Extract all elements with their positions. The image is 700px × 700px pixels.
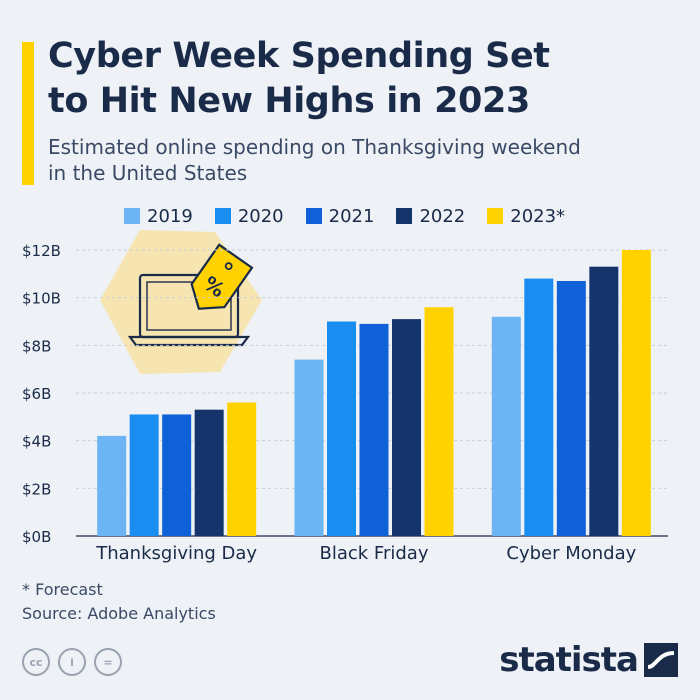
bar-thanksgiving-day-2023 <box>227 402 257 536</box>
x-tick-label: Thanksgiving Day <box>95 543 257 564</box>
legend-item-2021: 2021 <box>305 205 375 227</box>
brand-name: statista <box>499 640 639 680</box>
legend-swatch <box>214 208 231 224</box>
legend-item-2023: 2023* <box>487 206 565 227</box>
bar-cyber-monday-2023 <box>621 250 651 536</box>
chart-subtitle: Estimated online spending on Thanksgivin… <box>48 134 648 186</box>
legend-label: 2020 <box>237 205 284 227</box>
bar-cyber-monday-2021 <box>556 280 586 536</box>
no-derivatives-icon[interactable]: = <box>94 648 122 676</box>
y-tick-label: $2B <box>22 480 51 498</box>
legend-label: 2019 <box>147 205 193 227</box>
legend-label: 2023* <box>510 205 566 227</box>
laptop-tag-illustration: % <box>100 230 262 374</box>
y-tick-label: $4B <box>22 433 51 451</box>
bar-thanksgiving-day-2022 <box>194 409 224 536</box>
license-icons: cc i = <box>22 648 130 676</box>
bar-thanksgiving-day-2020 <box>129 414 159 536</box>
y-tick-label: $10B <box>22 290 61 308</box>
legend-swatch <box>305 208 322 224</box>
legend-label: 2021 <box>328 205 375 227</box>
bar-black-friday-2019 <box>294 359 324 536</box>
x-tick-label: Cyber Monday <box>506 543 636 564</box>
y-tick-label: $6B <box>22 385 51 403</box>
chart-title-line-1: Cyber Week Spending Set <box>48 36 550 76</box>
chart-title-line-2: to Hit New Highs in 2023 <box>48 81 530 121</box>
bar-cyber-monday-2019 <box>491 316 521 536</box>
statista-logo[interactable]: statista <box>499 640 678 680</box>
bar-cyber-monday-2020 <box>524 278 554 536</box>
chart-subtitle-line-2: in the United States <box>48 161 248 185</box>
bar-black-friday-2022 <box>392 319 421 536</box>
forecast-note: * Forecast <box>22 580 103 599</box>
chart-subtitle-line-1: Estimated online spending on Thanksgivin… <box>48 135 581 159</box>
price-tag-icon <box>190 243 254 310</box>
legend-swatch <box>396 208 413 224</box>
bar-thanksgiving-day-2021 <box>162 414 192 536</box>
bar-thanksgiving-day-2019 <box>97 435 127 536</box>
legend-item-2022: 2022 <box>396 206 465 227</box>
bar-cyber-monday-2022 <box>589 266 619 536</box>
bar-black-friday-2020 <box>327 321 356 536</box>
title-accent-bar <box>22 42 34 185</box>
attribution-icon[interactable]: i <box>58 648 86 676</box>
y-tick-label: $0B <box>22 528 51 546</box>
x-tick-label: Black Friday <box>320 543 429 564</box>
y-tick-label: $12B <box>22 242 61 260</box>
bar-black-friday-2023 <box>424 307 454 536</box>
chart-title: Cyber Week Spending Set to Hit New Highs… <box>48 34 668 124</box>
y-tick-label: $8B <box>22 337 51 355</box>
bar-black-friday-2021 <box>359 323 389 536</box>
legend-item-2020: 2020 <box>214 205 284 227</box>
creative-commons-icon[interactable]: cc <box>22 648 50 676</box>
statista-wave-icon <box>644 643 678 677</box>
legend-item-2019: 2019 <box>124 206 193 227</box>
legend-label: 2022 <box>419 205 466 227</box>
source-note: Source: Adobe Analytics <box>22 604 216 623</box>
legend-swatch <box>124 208 140 224</box>
legend-swatch <box>487 208 504 224</box>
chart-legend: 2019 2020 2021 2022 2023* <box>124 205 587 227</box>
